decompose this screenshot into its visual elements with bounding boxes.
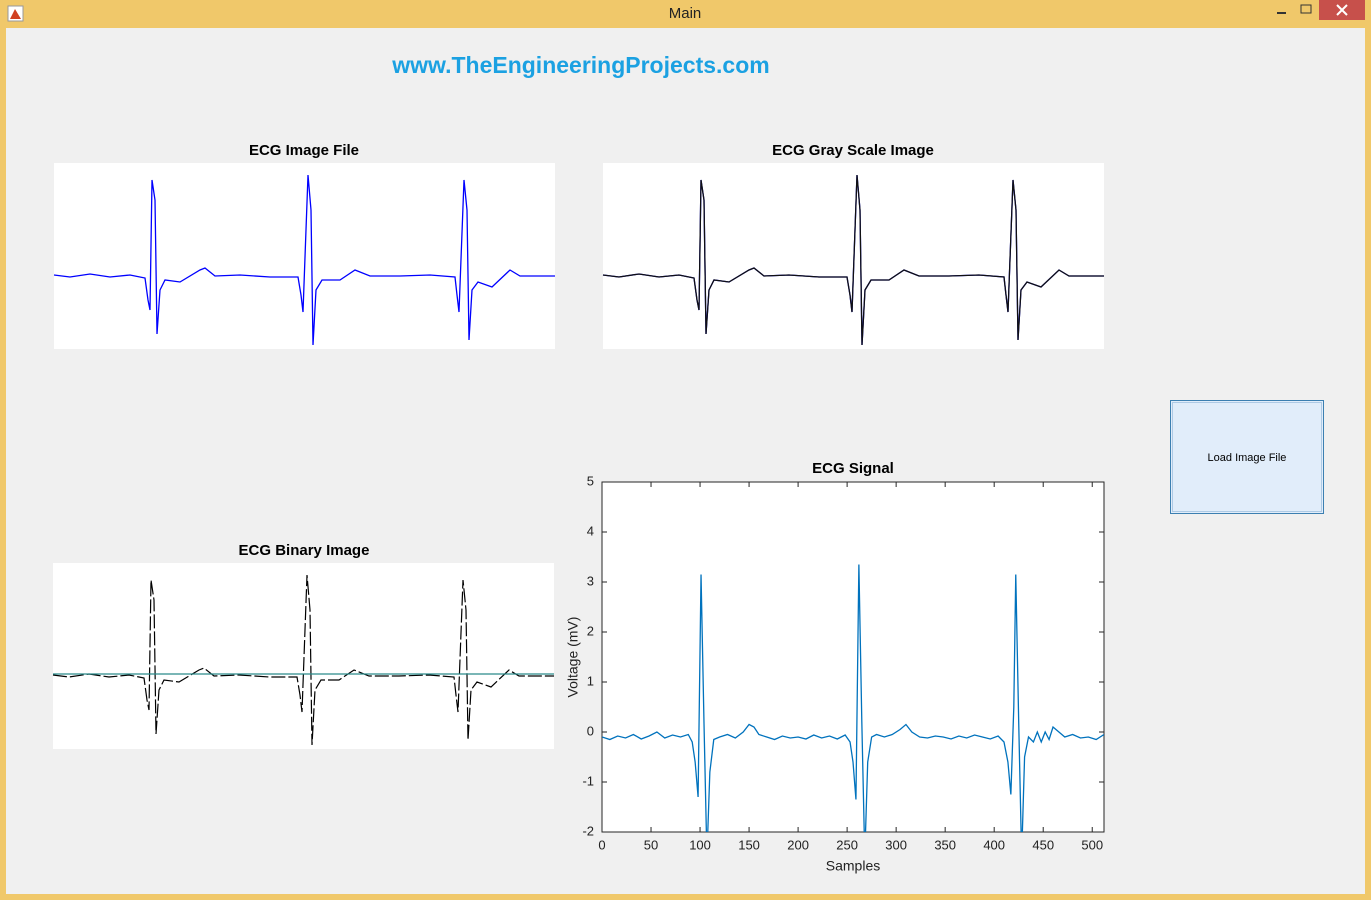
gray-image [602,174,1104,346]
x-tick-label: 100 [689,837,711,852]
y-axis-label: Voltage (mV) [565,617,581,698]
ecg-image [53,174,555,346]
app-icon-glyph [10,9,21,19]
site-link[interactable]: www.TheEngineeringProjects.com [391,52,769,78]
x-tick-label: 300 [885,837,907,852]
signal-line [602,564,1104,832]
signal-axes [601,481,1105,833]
y-tick-label: 1 [587,673,594,688]
panel-title: ECG Image File [249,142,359,159]
panel-title: ECG Gray Scale Image [772,142,934,159]
x-tick-label: 500 [1081,837,1103,852]
window-title: Main [669,5,702,22]
y-tick-label: 2 [587,623,594,638]
x-tick-label: 450 [1032,837,1054,852]
chart-title: ECG Signal [812,460,894,477]
binary-image [52,574,554,746]
panel-title: ECG Binary Image [239,542,370,559]
x-tick-label: 350 [934,837,956,852]
x-tick-label: 250 [836,837,858,852]
x-tick-label: 0 [598,837,605,852]
y-tick-label: 3 [587,573,594,588]
x-tick-label: 400 [983,837,1005,852]
button-label[interactable]: Load Image File [1208,452,1287,464]
binary-axes [53,563,554,749]
y-tick-label: -2 [582,823,594,838]
maximize-button[interactable] [1300,4,1312,14]
load-button[interactable] [1170,400,1324,514]
y-tick-label: 4 [587,523,594,538]
plot: 0 50 100 150 200 250 300 350 400 450 500 -2 -1 0 1 2 3 4 5 [582,473,1104,852]
x-tick-label: 200 [787,837,809,852]
x-axis-label: Samples [826,858,880,874]
y-tick-label: -1 [582,773,594,788]
x-tick-label: 150 [738,837,760,852]
button-focus [1172,402,1322,512]
x-tick-label: 50 [644,837,658,852]
y-tick-label: 0 [587,723,594,738]
y-tick-label: 5 [587,473,594,488]
close-glyph [1336,4,1348,16]
